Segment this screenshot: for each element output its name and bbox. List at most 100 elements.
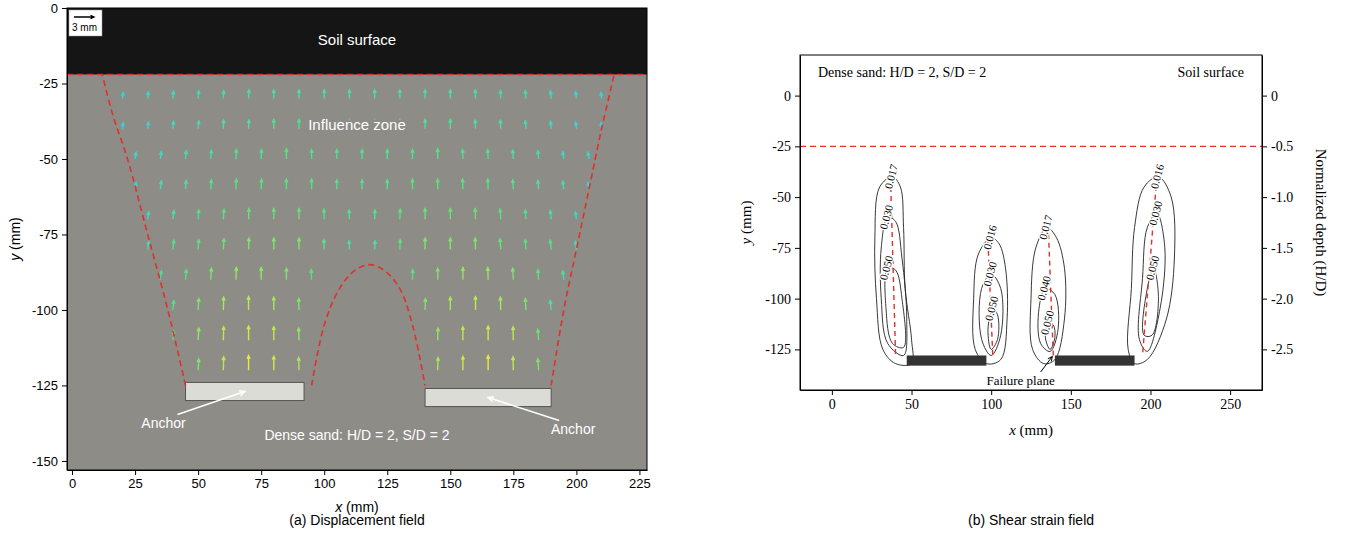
- displacement-vector: [235, 268, 238, 280]
- tick-label: -0.5: [1271, 139, 1293, 154]
- displacement-vector: [235, 179, 238, 189]
- tick: 0: [1262, 89, 1278, 104]
- anchor-label: Anchor: [141, 415, 186, 431]
- displacement-vector: [210, 180, 213, 189]
- strain-contour: [875, 177, 914, 366]
- tick: -1.5: [1262, 241, 1293, 256]
- tick: -150: [32, 454, 67, 469]
- displacement-vector: [512, 357, 515, 370]
- scale-arrow: 3 mm: [69, 10, 102, 36]
- displacement-vector: [511, 180, 514, 189]
- displacement-vector: [247, 209, 250, 220]
- tick-label: -100: [32, 303, 58, 318]
- tick-label: 0: [69, 476, 76, 491]
- tick-label: 100: [981, 397, 1002, 412]
- displacement-vector: [172, 240, 175, 249]
- displacement-vector: [247, 90, 250, 99]
- tick-mark: [1262, 146, 1267, 147]
- displacement-vector: [436, 149, 439, 159]
- contour-label: 0.017: [1037, 213, 1055, 240]
- displacement-vector: [386, 150, 389, 159]
- tick-mark: [513, 470, 514, 475]
- displacement-vector: [184, 180, 187, 189]
- tick: 200: [1140, 390, 1161, 412]
- displacement-vector: [172, 211, 175, 220]
- tick-mark: [832, 390, 833, 395]
- tick: -50: [39, 152, 67, 167]
- scale-label: 3 mm: [72, 22, 97, 33]
- anchor-plate: [1055, 355, 1135, 365]
- displacement-vector: [297, 299, 300, 310]
- displacement-vector: [322, 209, 325, 219]
- tick-label: -125: [32, 378, 58, 393]
- displacement-vector: [524, 91, 527, 99]
- vectors: [121, 90, 603, 370]
- contour-label: 0.030: [981, 260, 999, 287]
- caption: (a) Displacement field: [289, 512, 424, 528]
- displacement-vector: [272, 297, 275, 310]
- tick: -75: [772, 241, 800, 256]
- displacement-vector: [147, 122, 150, 129]
- displacement-vector: [524, 210, 527, 219]
- displacement-vector: [222, 209, 225, 219]
- tick: 50: [905, 390, 919, 412]
- bottom-axis: 050100150200250: [801, 390, 1263, 412]
- displacement-vector: [537, 151, 540, 159]
- tick-mark: [639, 470, 640, 475]
- tick-mark: [1262, 96, 1267, 97]
- displacement-vector: [549, 121, 552, 128]
- displacement-vector: [486, 150, 489, 159]
- displacement-vector: [322, 240, 325, 250]
- displacement-vector: [436, 179, 439, 189]
- tick-label: -1.0: [1271, 190, 1293, 205]
- contour-label: 0.050: [877, 254, 895, 281]
- contour-label: 0.030: [877, 203, 895, 230]
- tick-mark: [1262, 299, 1267, 300]
- displacement-vector: [486, 268, 489, 280]
- displacement-vector: [222, 297, 225, 310]
- tick-mark: [795, 197, 800, 198]
- annotation: Dense sand: H/D = 2, S/D = 2: [264, 427, 449, 443]
- displacement-vector: [159, 152, 162, 159]
- tick-label: 100: [314, 476, 336, 491]
- displacement-vector: [449, 238, 452, 249]
- displacement-vector: [361, 180, 364, 189]
- left-axis: 0-25-50-75-100-125-150: [32, 1, 68, 471]
- axis-title: y (mm): [738, 201, 755, 247]
- axis-title: y (mm): [7, 217, 23, 262]
- displacement-vector: [449, 297, 452, 310]
- displacement-vector: [147, 92, 150, 99]
- displacement-vector: [549, 240, 552, 249]
- displacement-vector: [461, 268, 464, 280]
- displacement-vector: [398, 90, 401, 99]
- tick: 175: [503, 470, 525, 491]
- displacement-vector: [197, 210, 200, 219]
- annotation: Influence zone: [308, 116, 406, 133]
- tick: 100: [314, 470, 336, 491]
- figure: Soil surfaceInfluence zoneDense sand: H/…: [0, 0, 1348, 535]
- contour-label: 0.016: [1148, 162, 1166, 189]
- tick-label: 175: [503, 476, 525, 491]
- tick-mark: [261, 470, 262, 475]
- displacement-vector: [121, 123, 124, 129]
- failure-plane-pointer: [1041, 356, 1053, 372]
- axis-line: [67, 9, 68, 471]
- tick-mark: [1262, 248, 1267, 249]
- displacement-vector: [461, 327, 464, 340]
- contour-label: 0.030: [1146, 199, 1164, 226]
- tick-mark: [62, 159, 67, 160]
- tick: -75: [39, 227, 67, 242]
- tick: 0: [69, 470, 76, 491]
- displacement-vector: [348, 241, 351, 250]
- contour-label: 0.050: [1143, 254, 1161, 281]
- displacement-vector: [297, 238, 300, 249]
- anchor-plate: [907, 355, 987, 365]
- tick-label: -125: [765, 342, 791, 357]
- tick-label: -25: [39, 76, 58, 91]
- tick-mark: [1230, 390, 1231, 395]
- displacement-vector: [222, 239, 225, 250]
- displacement-vector: [197, 328, 200, 340]
- displacement-vector: [449, 119, 452, 128]
- tick-mark: [795, 248, 800, 249]
- tick-label: -100: [765, 292, 791, 307]
